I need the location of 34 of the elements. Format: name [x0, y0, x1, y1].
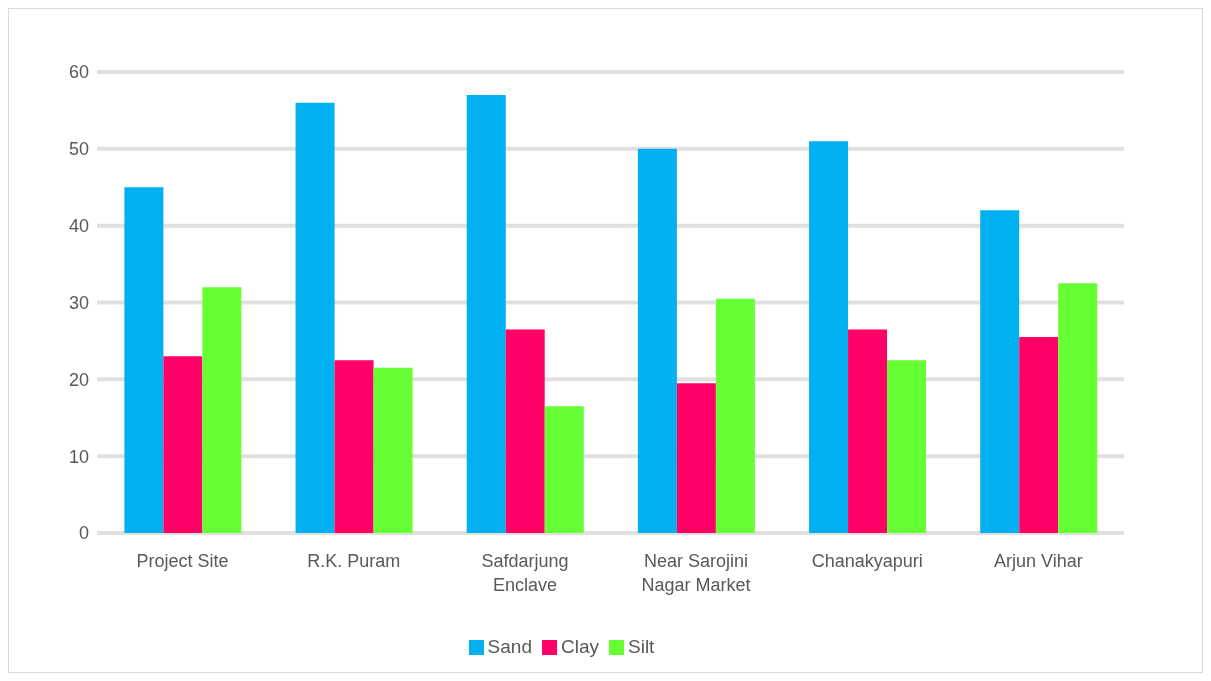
y-tick-label: 0 — [78, 523, 89, 544]
bar — [637, 148, 677, 533]
x-tick-label: R.K. Puram — [307, 551, 401, 571]
x-tick-label: Project Site — [136, 551, 229, 571]
y-tick-label: 30 — [68, 292, 89, 313]
x-tick-label: Chanakyapuri — [811, 551, 923, 571]
legend-label: Sand — [487, 636, 532, 657]
bar — [809, 141, 849, 533]
x-tick-label: Safdarjung Enclave — [481, 551, 569, 595]
bar — [715, 298, 755, 533]
legend-label: Silt — [627, 636, 655, 657]
bar — [334, 360, 374, 533]
bar — [1058, 283, 1098, 533]
bar — [373, 367, 413, 533]
y-tick-label: 20 — [68, 369, 89, 390]
bar — [980, 210, 1020, 533]
bar — [295, 102, 335, 533]
y-tick-label: 10 — [68, 446, 89, 467]
x-tick-label: Arjun Vihar — [994, 551, 1083, 571]
bar — [505, 329, 545, 533]
bar — [466, 95, 506, 533]
x-tick-label: Near Sarojini Nagar Market — [641, 551, 751, 595]
bar — [202, 287, 242, 533]
bar — [544, 406, 584, 533]
bar — [848, 329, 888, 533]
bar — [676, 383, 716, 533]
bar — [124, 187, 164, 533]
y-tick-label: 40 — [68, 216, 89, 237]
legend-label: Clay — [560, 636, 599, 657]
bar — [163, 356, 203, 533]
bar — [1019, 337, 1059, 533]
bar — [887, 360, 927, 533]
y-tick-label: 50 — [68, 139, 89, 160]
y-tick-label: 60 — [68, 62, 89, 83]
